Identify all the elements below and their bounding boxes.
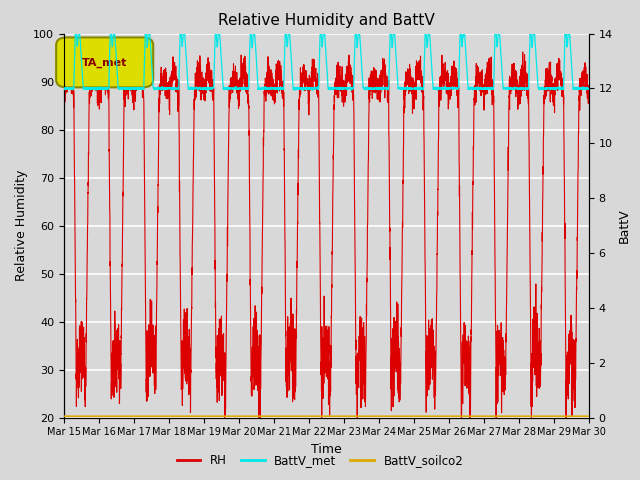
Legend: RH, BattV_met, BattV_soilco2: RH, BattV_met, BattV_soilco2 [172, 449, 468, 472]
Y-axis label: BattV: BattV [618, 208, 631, 243]
X-axis label: Time: Time [311, 443, 342, 456]
Text: TA_met: TA_met [83, 57, 127, 68]
Title: Relative Humidity and BattV: Relative Humidity and BattV [218, 13, 435, 28]
Y-axis label: Relative Humidity: Relative Humidity [15, 170, 28, 281]
FancyBboxPatch shape [56, 37, 153, 87]
